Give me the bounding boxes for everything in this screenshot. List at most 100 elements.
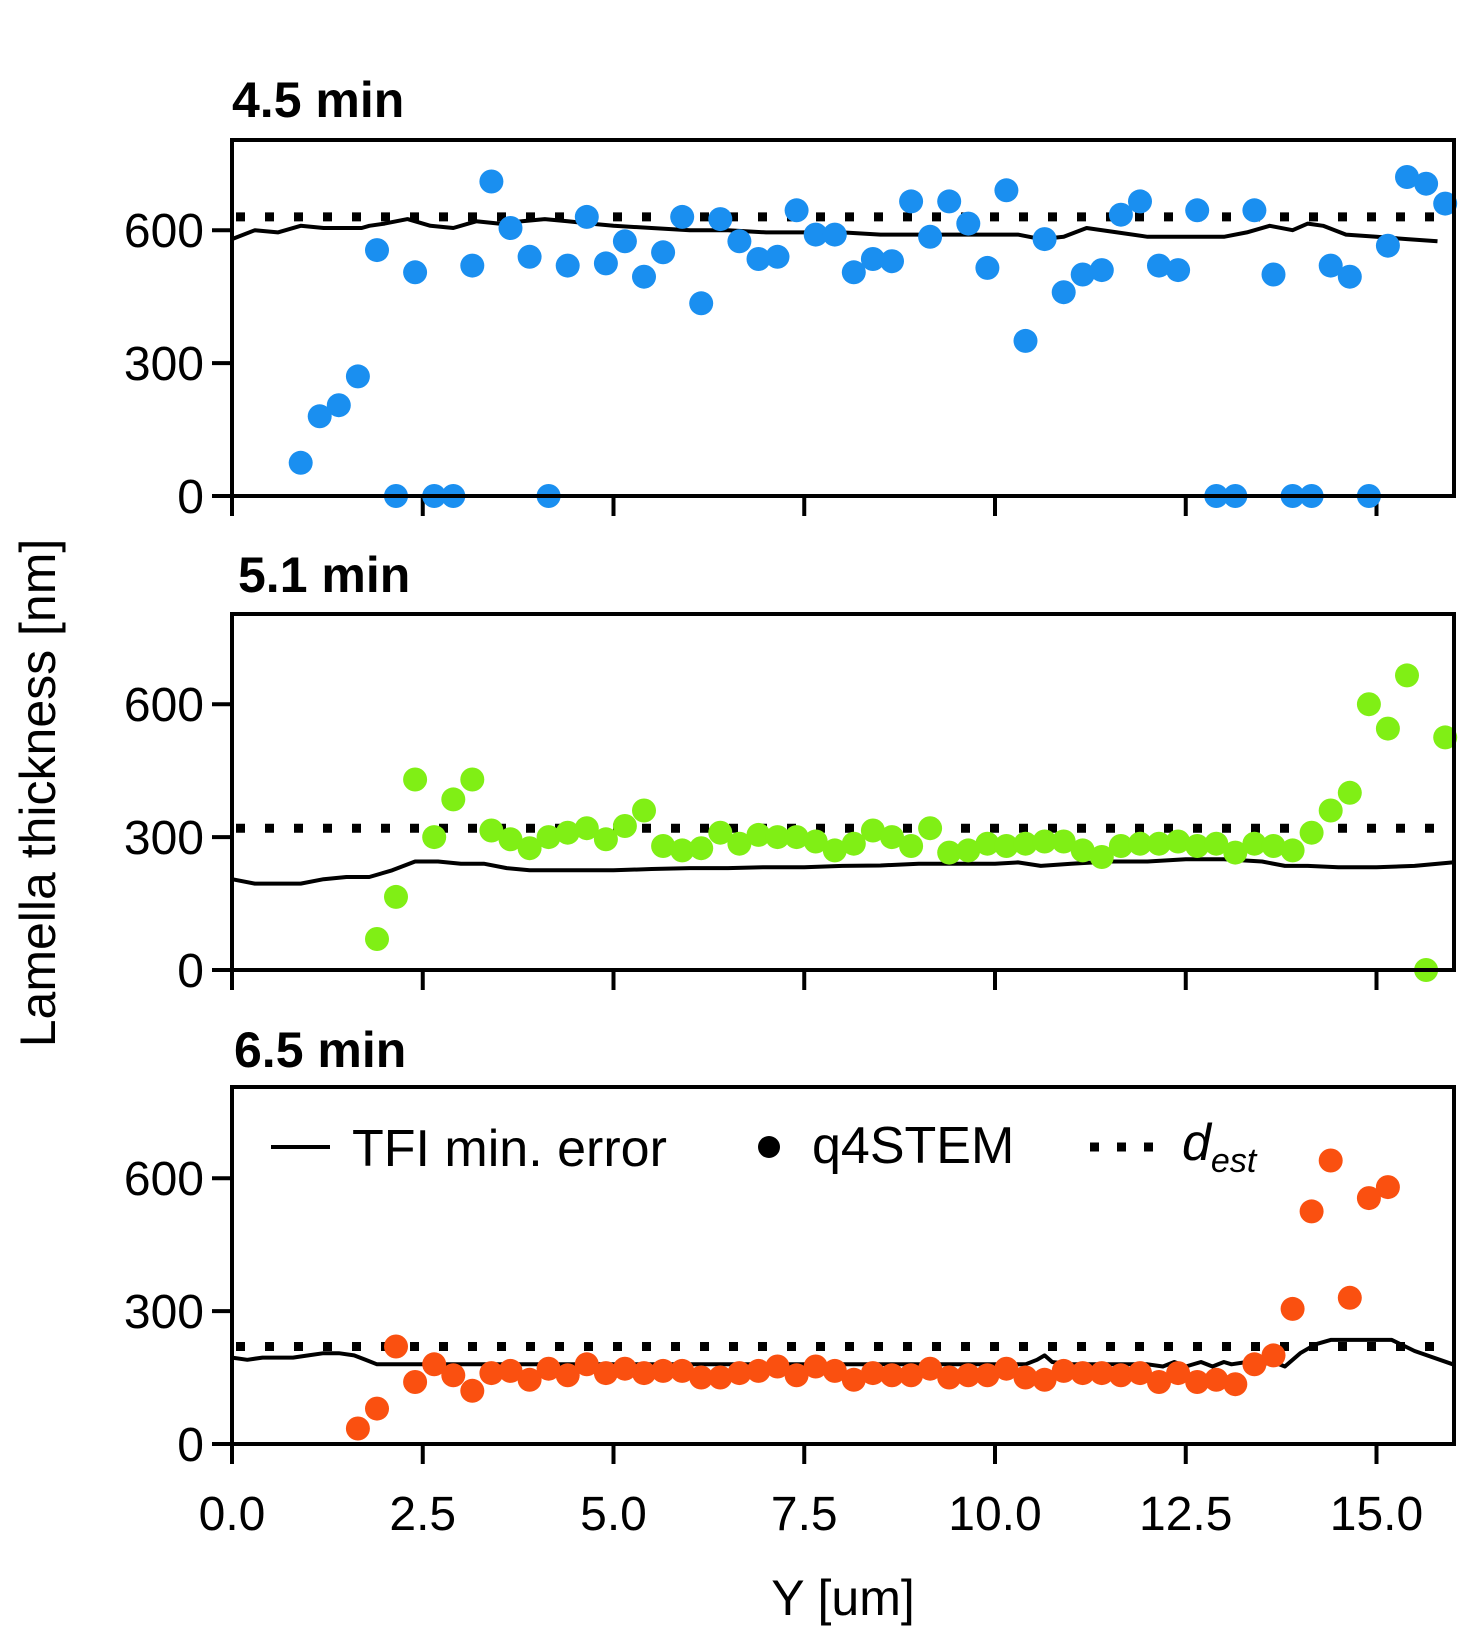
panel-1-point-27 (803, 222, 828, 247)
panel-3-point-51 (1318, 1148, 1343, 1173)
panel-1-point-29 (841, 260, 866, 285)
panel-3-point-17 (670, 1358, 695, 1383)
x-axis-label: Y [um] (771, 1570, 915, 1626)
panel-2-point-49 (1299, 820, 1324, 845)
panel-3-frame (230, 1085, 1456, 1446)
panel-2-title: 5.1 min (238, 547, 410, 603)
panel-2-point-25 (841, 831, 866, 856)
panel-1-point-57 (1375, 233, 1400, 258)
panel-2-y-tick-label-0: 0 (177, 945, 204, 998)
panel-1-y-tick-label-2: 600 (124, 205, 204, 258)
panel-1-point-59 (1414, 171, 1439, 196)
panel-3-point-6 (460, 1378, 485, 1403)
panel-2-point-14 (632, 798, 656, 823)
panel-3-point-34 (994, 1356, 1019, 1381)
panel-2-point-0 (365, 927, 389, 951)
panel-2-point-11 (574, 816, 599, 841)
panel-2-point-26 (860, 818, 885, 843)
panel-1-point-20 (670, 204, 695, 229)
panel-1-point-54 (1318, 253, 1343, 278)
panel-1-point-2 (326, 393, 351, 418)
panel-2-point-12 (593, 827, 618, 852)
panel-3-point-27 (860, 1361, 885, 1386)
panel-1-point-1 (307, 404, 332, 429)
x-tick-labels: 0.0 2.5 5.0 7.5 10.0 12.5 15.0 (199, 1488, 1424, 1541)
panel-1-point-39 (1032, 227, 1057, 252)
panel-1-point-14 (555, 253, 580, 278)
legend-d-est-main: d (1182, 1114, 1213, 1172)
panel-1-point-37 (994, 178, 1019, 203)
panel-3-point-53 (1356, 1186, 1381, 1211)
panel-2-point-32 (975, 831, 1000, 856)
panel-3-point-14 (612, 1356, 637, 1381)
panel-1-point-0 (288, 450, 313, 475)
panel-2-point-36 (1051, 829, 1076, 854)
panel-2-point-5 (460, 767, 485, 792)
panel-1: 4.5 min 0 300 600 (124, 72, 1458, 524)
panel-2-point-50 (1318, 798, 1343, 823)
panel-3-ticks: 0 300 600 (124, 1153, 1379, 1472)
panel-1-point-6 (403, 260, 428, 285)
panel-1-point-32 (899, 189, 924, 214)
panel-2: 5.1 min 0 300 600 (124, 547, 1458, 998)
panel-2-point-33 (994, 834, 1019, 858)
panel-2-point-46 (1242, 831, 1267, 856)
panel-3-point-16 (651, 1358, 676, 1383)
panel-3-point-18 (689, 1365, 714, 1390)
panel-3-point-20 (727, 1361, 752, 1386)
panel-3-point-11 (555, 1363, 580, 1388)
legend-tfi-label: TFI min. error (352, 1120, 667, 1178)
legend-d-est-label: dest (1182, 1114, 1258, 1180)
panel-1-point-46 (1166, 258, 1191, 283)
panel-1-point-36 (975, 255, 1000, 280)
panel-3-point-33 (975, 1363, 1000, 1388)
panel-2-point-18 (708, 820, 733, 845)
panel-3-point-32 (956, 1363, 981, 1388)
x-tick-label-4: 10.0 (948, 1488, 1041, 1541)
x-tick-label-1: 2.5 (389, 1488, 456, 1541)
panel-3-point-3 (403, 1370, 428, 1394)
panel-1-point-55 (1337, 264, 1362, 289)
x-tick-label-6: 15.0 (1330, 1488, 1423, 1541)
panel-2-tfi-path (231, 857, 1453, 886)
panel-3-point-48 (1261, 1343, 1286, 1368)
panel-2-point-2 (403, 767, 428, 792)
panel-1-point-44 (1128, 189, 1152, 214)
panel-1-point-11 (498, 216, 523, 240)
panel-2-point-3 (422, 825, 447, 850)
panel-3-point-8 (498, 1358, 523, 1383)
panel-2-point-21 (765, 825, 790, 850)
panel-2-point-39 (1108, 834, 1133, 858)
panel-2-ticks: 0 300 600 (124, 679, 1379, 998)
panel-2-point-20 (746, 822, 771, 847)
panel-2-point-38 (1089, 845, 1114, 869)
panel-2-point-45 (1223, 840, 1248, 865)
panel-3-point-44 (1185, 1370, 1210, 1394)
x-tick-label-2: 5.0 (580, 1488, 647, 1541)
panel-3-point-49 (1280, 1296, 1305, 1321)
panel-2-point-1 (384, 884, 408, 909)
panel-1-point-45 (1147, 253, 1171, 278)
panel-2-point-16 (670, 838, 695, 863)
panel-1-point-17 (612, 229, 637, 254)
panel-1-q4stem-points (288, 165, 1458, 508)
panel-2-point-7 (498, 827, 523, 852)
panel-1-title: 4.5 min (232, 72, 404, 128)
panel-2-point-42 (1166, 829, 1191, 854)
panel-2-point-13 (612, 814, 637, 838)
panel-3-point-9 (517, 1367, 542, 1392)
panel-1-ticks: 0 300 600 (124, 205, 1379, 524)
panel-1-point-22 (708, 207, 733, 232)
panel-1-point-28 (822, 222, 847, 247)
panel-2-point-31 (956, 838, 981, 863)
panel-2-point-34 (1013, 831, 1038, 856)
panel-1-tfi-line (231, 217, 1438, 244)
panel-3-point-15 (632, 1361, 656, 1386)
panel-2-point-9 (536, 825, 561, 850)
panel-1-point-31 (880, 249, 904, 274)
panel-1-point-58 (1395, 165, 1419, 189)
panel-2-y-tick-label-1: 300 (124, 812, 204, 865)
legend-q4stem-swatch (758, 1136, 780, 1158)
panel-2-point-35 (1032, 829, 1057, 854)
panel-2-point-23 (803, 829, 828, 854)
